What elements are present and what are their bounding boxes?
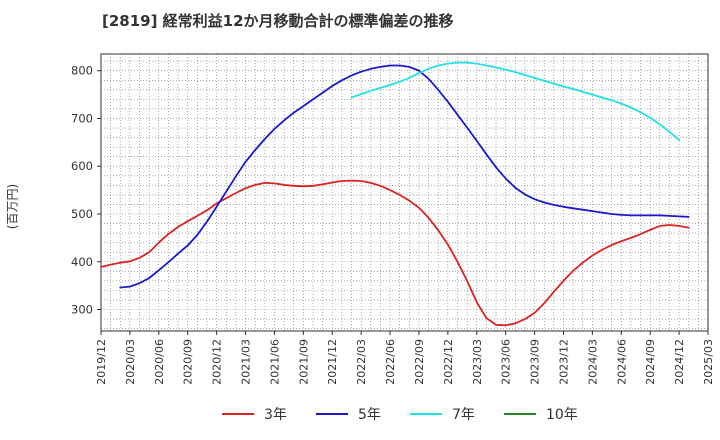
x-tick-label: 2024/03: [586, 339, 599, 385]
legend-label-10年: 10年: [546, 407, 578, 423]
x-tick-label: 2024/06: [615, 339, 628, 385]
y-axis: 300 400 500 600 700 800: [71, 64, 101, 317]
x-tick-label: 2022/12: [442, 339, 455, 385]
x-tick-label: 2024/12: [673, 339, 686, 385]
x-tick-label: 2023/03: [471, 339, 484, 385]
y-tick-label: 800: [71, 64, 93, 78]
x-tick-label: 2021/03: [240, 339, 253, 385]
series-line-7年: [350, 61, 680, 141]
grid: [101, 54, 708, 331]
x-tick-label: 2022/09: [413, 339, 426, 385]
x-tick-label: 2021/06: [268, 339, 281, 385]
y-tick-label: 600: [71, 159, 93, 173]
y-tick-label: 700: [71, 111, 93, 125]
series-lines: [100, 61, 690, 327]
x-tick-label: 2020/12: [211, 339, 224, 385]
legend: 3年 5年 7年 10年: [222, 407, 578, 423]
y-tick-label: 500: [71, 207, 93, 221]
x-tick-label: 2020/03: [124, 339, 137, 385]
y-tick-label: 400: [71, 255, 93, 269]
legend-label-7年: 7年: [452, 407, 475, 423]
y-tick-label: 300: [71, 303, 93, 317]
chart-title: [2819] 経常利益12か月移動合計の標準偏差の推移: [102, 12, 454, 30]
x-tick-label: 2023/09: [529, 339, 542, 385]
legend-label-5年: 5年: [358, 407, 381, 423]
series-line-5年: [119, 64, 690, 289]
x-tick-label: 2023/06: [500, 339, 513, 385]
plot-frame: [100, 53, 709, 332]
x-tick-label: 2022/03: [355, 339, 368, 385]
x-tick-label: 2020/09: [182, 339, 195, 385]
x-tick-label: 2023/12: [557, 339, 570, 385]
x-tick-label: 2022/06: [384, 339, 397, 385]
x-tick-label: 2019/12: [95, 339, 108, 385]
x-axis: 2019/12 2020/03 2020/06 2020/09 2020/12 2021/…: [95, 331, 715, 385]
legend-label-3年: 3年: [264, 407, 287, 423]
x-tick-label: 2024/09: [644, 339, 657, 385]
x-tick-label: 2025/03: [702, 339, 715, 385]
x-tick-label: 2020/06: [153, 339, 166, 385]
x-tick-label: 2021/09: [297, 339, 310, 385]
x-tick-label: 2021/12: [326, 339, 339, 385]
series-line-3年: [100, 179, 690, 327]
